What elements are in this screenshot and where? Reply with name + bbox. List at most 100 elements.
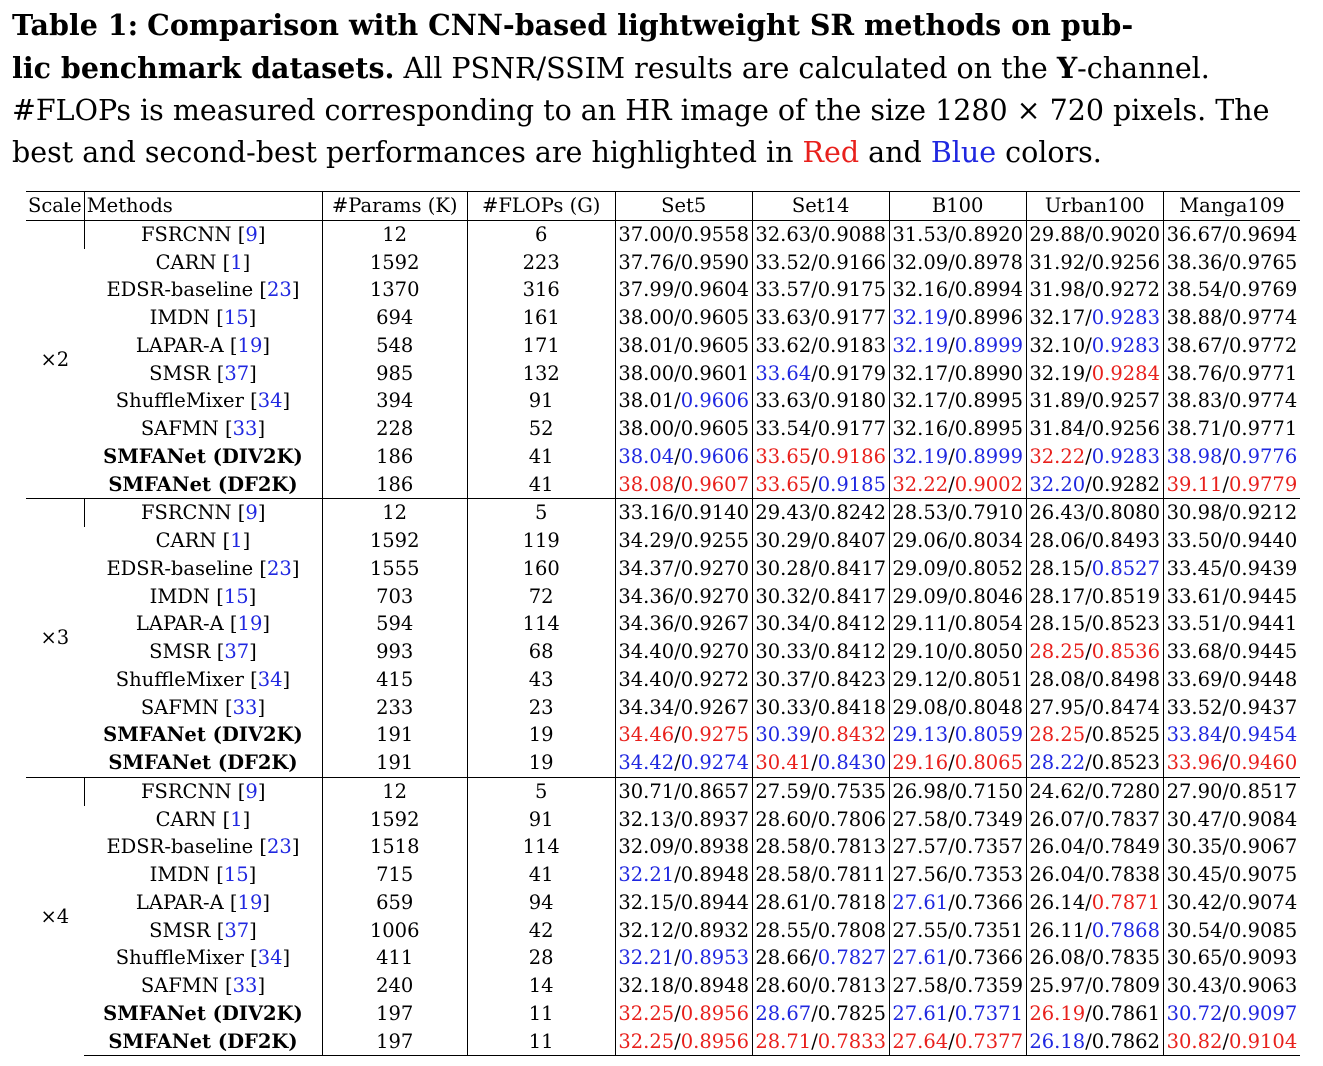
method-name: IMDN xyxy=(149,584,210,608)
params-cell: 1370 xyxy=(321,276,468,304)
manga109-cell: 33.69/0.9448 xyxy=(1162,665,1301,694)
citation-link[interactable]: 19 xyxy=(237,612,263,636)
psnr-value: 38.67 xyxy=(1166,333,1223,357)
set5-cell: 32.25/0.8956 xyxy=(614,1027,753,1057)
citation-link[interactable]: 33 xyxy=(232,695,258,719)
ssim-value: 0.9590 xyxy=(680,250,749,274)
ssim-value: 0.7353 xyxy=(954,863,1023,886)
psnr-value: 33.50 xyxy=(1166,529,1223,552)
citation-link[interactable]: 33 xyxy=(232,974,258,997)
method-name: EDSR-baseline xyxy=(106,835,254,859)
ssim-value: 0.9284 xyxy=(1091,361,1160,385)
method-cell: CARN [1] xyxy=(155,529,251,552)
psnr-value: 37.00 xyxy=(618,222,675,246)
psnr-value: 30.42 xyxy=(1166,890,1223,914)
flops-cell: 5 xyxy=(466,776,616,806)
citation-link[interactable]: 15 xyxy=(223,863,249,886)
set14-cell: 28.58/0.7813 xyxy=(751,833,890,861)
citation-link[interactable]: 15 xyxy=(223,584,249,608)
citation-link[interactable]: 15 xyxy=(223,306,249,329)
ssim-value: 0.9275 xyxy=(680,723,749,747)
psnr-value: 30.33 xyxy=(755,695,812,719)
citation-link[interactable]: 1 xyxy=(230,250,243,274)
ssim-value: 0.8493 xyxy=(1091,529,1160,552)
citation-link[interactable]: 34 xyxy=(257,946,283,970)
set14-cell: 30.29/0.8407 xyxy=(751,527,890,555)
caption-title-2: lic benchmark datasets. xyxy=(12,51,395,85)
params-cell: 993 xyxy=(321,638,468,666)
psnr-value: 38.01 xyxy=(618,389,675,413)
citation-link[interactable]: 9 xyxy=(245,501,258,525)
params-cell: 191 xyxy=(321,749,468,778)
ssim-value: 0.8052 xyxy=(954,556,1023,580)
citation-link[interactable]: 34 xyxy=(257,667,283,691)
citation-link[interactable]: 34 xyxy=(257,389,283,413)
psnr-value: 33.61 xyxy=(1166,584,1223,608)
urban100-cell: 29.88/0.9020 xyxy=(1025,219,1164,249)
citation-link[interactable]: 19 xyxy=(237,333,263,357)
manga109-cell: 33.61/0.9445 xyxy=(1162,582,1301,611)
psnr-value: 26.11 xyxy=(1029,918,1086,942)
table-row: SAFMN [33] 240 14 32.18/0.8948 28.60/0.7813 2… xyxy=(26,972,1301,1000)
params-cell: 197 xyxy=(321,1027,468,1057)
citation-link[interactable]: 37 xyxy=(224,918,250,942)
psnr-value: 30.98 xyxy=(1166,501,1223,525)
psnr-value: 33.57 xyxy=(755,278,812,302)
table-row: LAPAR-A [19] 659 94 32.15/0.8944 28.61/0.781… xyxy=(26,888,1301,917)
ssim-value: 0.7150 xyxy=(954,779,1023,803)
ssim-value: 0.9460 xyxy=(1229,751,1298,774)
method-name: SMSR xyxy=(149,918,211,942)
ssim-value: 0.7366 xyxy=(954,946,1023,970)
b100-cell: 29.09/0.8052 xyxy=(888,554,1027,583)
set14-cell: 30.33/0.8412 xyxy=(751,638,890,666)
urban100-cell: 28.15/0.8527 xyxy=(1025,554,1164,583)
set5-cell: 34.29/0.9255 xyxy=(614,527,753,555)
psnr-value: 30.82 xyxy=(1166,1029,1223,1053)
flops-cell: 41 xyxy=(466,861,616,889)
citation-link[interactable]: 37 xyxy=(224,640,250,663)
citation-link[interactable]: 9 xyxy=(245,222,258,246)
citation-link[interactable]: 19 xyxy=(237,890,263,914)
b100-cell: 27.64/0.7377 xyxy=(888,1027,1027,1057)
ssim-value: 0.7806 xyxy=(817,807,886,831)
psnr-value: 28.53 xyxy=(892,501,949,525)
citation-link[interactable]: 1 xyxy=(230,529,243,552)
results-table: Scale Methods #Params (K) #FLOPs (G) Set… xyxy=(26,191,1301,1057)
psnr-value: 26.04 xyxy=(1029,863,1086,886)
flops-cell: 316 xyxy=(466,276,616,304)
citation-link[interactable]: 9 xyxy=(245,779,258,803)
ssim-value: 0.8953 xyxy=(680,946,749,970)
method-cell: SMFANet (DIV2K) xyxy=(84,721,322,749)
psnr-value: 38.36 xyxy=(1166,250,1223,274)
manga109-cell: 30.65/0.9093 xyxy=(1162,944,1301,972)
header-b100: B100 xyxy=(888,191,1027,221)
set14-cell: 29.43/0.8242 xyxy=(751,498,890,527)
citation-link[interactable]: 23 xyxy=(266,278,292,302)
psnr-value: 32.22 xyxy=(1029,444,1086,468)
ssim-value: 0.8517 xyxy=(1229,779,1298,803)
table-row: ×2 FSRCNN [9] 12 6 37.00/0.9558 32.63/0.9088 3… xyxy=(26,219,1301,499)
urban100-cell: 28.15/0.8523 xyxy=(1025,610,1164,638)
citation-link[interactable]: 23 xyxy=(266,556,292,580)
psnr-value: 29.09 xyxy=(892,584,949,608)
table-row: SMFANet (DIV2K) 186 41 38.04/0.9606 33.65/0.… xyxy=(26,442,1301,471)
psnr-value: 32.09 xyxy=(892,250,949,274)
ssim-value: 0.9454 xyxy=(1229,723,1298,747)
header-params: #Params (K) xyxy=(321,191,468,221)
method-cell: FSRCNN [9] xyxy=(83,219,323,249)
ssim-value: 0.8657 xyxy=(680,779,749,803)
urban100-cell: 25.97/0.7809 xyxy=(1025,972,1164,1000)
ssim-value: 0.7871 xyxy=(1091,890,1160,914)
citation-link[interactable]: 37 xyxy=(224,361,250,385)
citation-link[interactable]: 23 xyxy=(266,835,292,859)
citation-link[interactable]: 33 xyxy=(232,417,258,440)
psnr-value: 28.60 xyxy=(755,807,812,831)
set5-cell: 30.71/0.8657 xyxy=(614,776,753,806)
psnr-value: 31.53 xyxy=(892,222,949,246)
table-row: SMFANet (DF2K) 191 19 34.42/0.9274 30.41/0.8… xyxy=(26,749,1301,778)
ssim-value: 0.9272 xyxy=(1091,278,1160,302)
citation-link[interactable]: 1 xyxy=(230,807,243,831)
set14-cell: 28.58/0.7811 xyxy=(751,861,890,889)
ssim-value: 0.9605 xyxy=(680,333,749,357)
urban100-cell: 26.19/0.7861 xyxy=(1025,999,1164,1028)
